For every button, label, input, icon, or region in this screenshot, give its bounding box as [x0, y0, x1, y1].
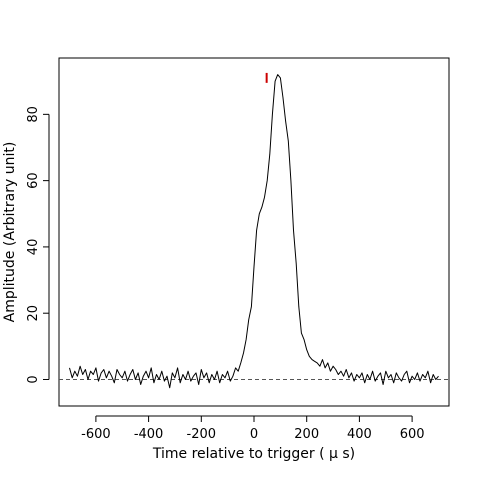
y-axis-label: Amplitude (Arbitrary unit) — [2, 142, 18, 323]
x-tick-label: 600 — [400, 427, 425, 442]
series-line-0 — [69, 74, 439, 389]
x-tick-label: -200 — [187, 427, 217, 442]
x-tick-label: 200 — [294, 427, 319, 442]
y-tick-label: 20 — [26, 305, 41, 322]
y-tick-label: 60 — [26, 172, 41, 189]
y-tick-label: 40 — [26, 239, 41, 256]
y-axis: 0 20 40 60 80 — [26, 106, 50, 384]
y-tick-label: 0 — [26, 375, 41, 383]
x-tick-label: -600 — [81, 427, 111, 442]
x-tick-label: 0 — [250, 427, 258, 442]
x-axis: -600 -400 -200 0 200 400 600 — [81, 415, 425, 442]
x-tick-label: 400 — [347, 427, 372, 442]
x-axis-label: Time relative to trigger ( μ s) — [152, 446, 355, 462]
y-tick-label: 80 — [26, 106, 41, 123]
plot-area — [58, 57, 450, 407]
x-tick-label: -400 — [134, 427, 164, 442]
plot-frame — [58, 57, 450, 407]
